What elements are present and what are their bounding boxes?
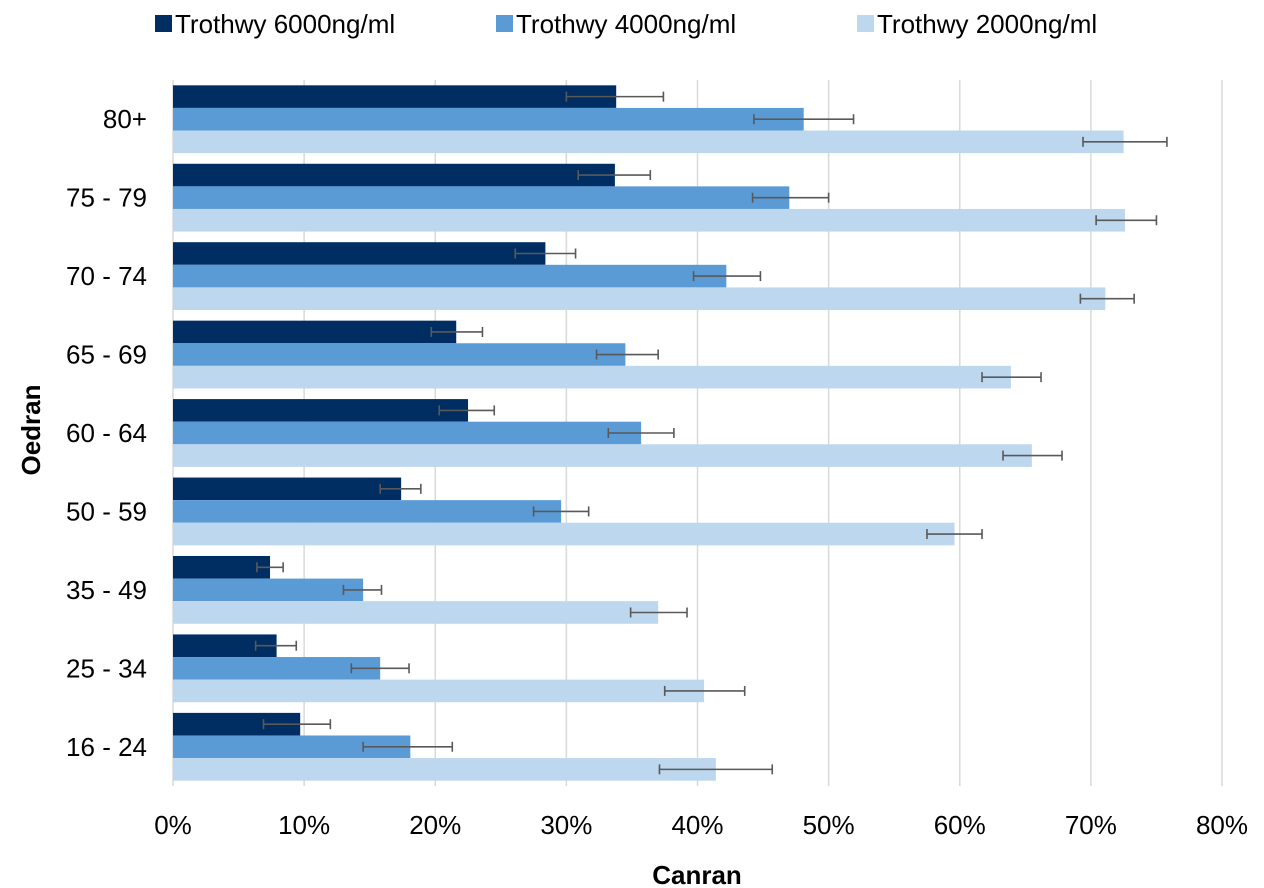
y-tick-label: 35 - 49 [66,575,147,605]
bar [173,444,1032,467]
error-bar [254,640,298,651]
error-bar [256,562,284,573]
error-bar [379,483,422,494]
error-bar [926,529,983,540]
x-tick-label: 10% [278,810,330,840]
bar [173,679,705,703]
bar [173,186,790,209]
y-tick-label: 80+ [103,104,147,134]
bar [173,208,1125,232]
error-bar [262,719,332,730]
legend-label: Trothwy 4000ng/ml [516,9,736,39]
bar [173,130,1124,154]
error-bar [565,91,665,102]
error-bar [1002,450,1063,461]
y-tick-label: 75 - 79 [66,183,147,213]
x-tick-label: 20% [409,810,461,840]
bar [173,601,659,624]
y-tick-labels: 80+ 75 - 79 70 - 74 65 - 69 60 - 64 50 - 59 35… [66,104,147,762]
bar [173,712,301,736]
bar [173,287,1106,311]
bar [173,578,364,602]
error-bar [430,326,484,337]
y-tick-label: 50 - 59 [66,496,147,526]
x-tick-label: 40% [671,810,723,840]
error-bar [981,372,1042,383]
bar [173,735,411,759]
bar [173,522,955,546]
x-axis-title: Canran [652,860,742,888]
x-tick-labels: 0% 10% 20% 30% 40% 50% 60% 70% 80% [154,810,1248,840]
bar [173,320,457,344]
y-tick-label: 70 - 74 [66,261,147,291]
error-bar [607,428,675,438]
error-bars [254,91,1168,775]
legend-swatch [857,15,874,32]
error-bar [1095,215,1158,226]
error-bar [362,741,454,752]
x-tick-label: 70% [1065,810,1117,840]
error-bar [751,192,830,203]
x-tick-label: 60% [934,810,986,840]
bar [173,634,277,658]
legend-item: Trothwy 2000ng/ml [857,9,1097,39]
bars [173,85,1125,781]
error-bar [1079,293,1135,304]
error-bar [595,349,659,360]
bar [173,421,642,445]
error-bar [532,506,590,517]
legend-item: Trothwy 6000ng/ml [155,9,395,39]
error-bar [629,607,688,618]
error-bar [342,584,383,595]
legend-label: Trothwy 6000ng/ml [175,9,395,39]
error-bar [753,114,855,125]
error-bar [1082,136,1168,147]
bar [173,107,804,131]
y-tick-label: 25 - 34 [66,653,147,683]
error-bar [658,764,774,775]
x-tick-label: 80% [1196,810,1248,840]
bar [173,657,381,680]
y-tick-label: 60 - 64 [66,418,147,448]
bar [173,242,546,265]
error-bar [514,248,577,259]
legend-item: Trothwy 4000ng/ml [496,9,736,39]
bar [173,399,469,422]
bar [173,343,626,366]
bar [173,477,402,501]
bar [173,264,727,288]
x-tick-label: 50% [803,810,855,840]
bar [173,85,617,108]
legend-swatch [155,15,172,32]
error-bar [663,685,746,696]
bar [173,555,271,579]
legend-label: Trothwy 2000ng/ml [877,9,1097,39]
legend: Trothwy 6000ng/ml Trothwy 4000ng/ml Trothw… [155,9,1097,39]
y-tick-label: 16 - 24 [66,732,147,762]
error-bar [350,663,410,674]
bar [173,758,716,781]
error-bar [692,271,762,282]
bar [173,365,1011,389]
y-tick-label: 65 - 69 [66,340,147,370]
x-tick-label: 30% [540,810,592,840]
bar [173,163,615,187]
legend-swatch [496,15,513,32]
x-tick-label: 0% [154,810,192,840]
error-bar [577,170,652,181]
bar [173,500,562,523]
y-axis-title: Oedran [16,384,46,475]
error-bar [438,405,496,416]
